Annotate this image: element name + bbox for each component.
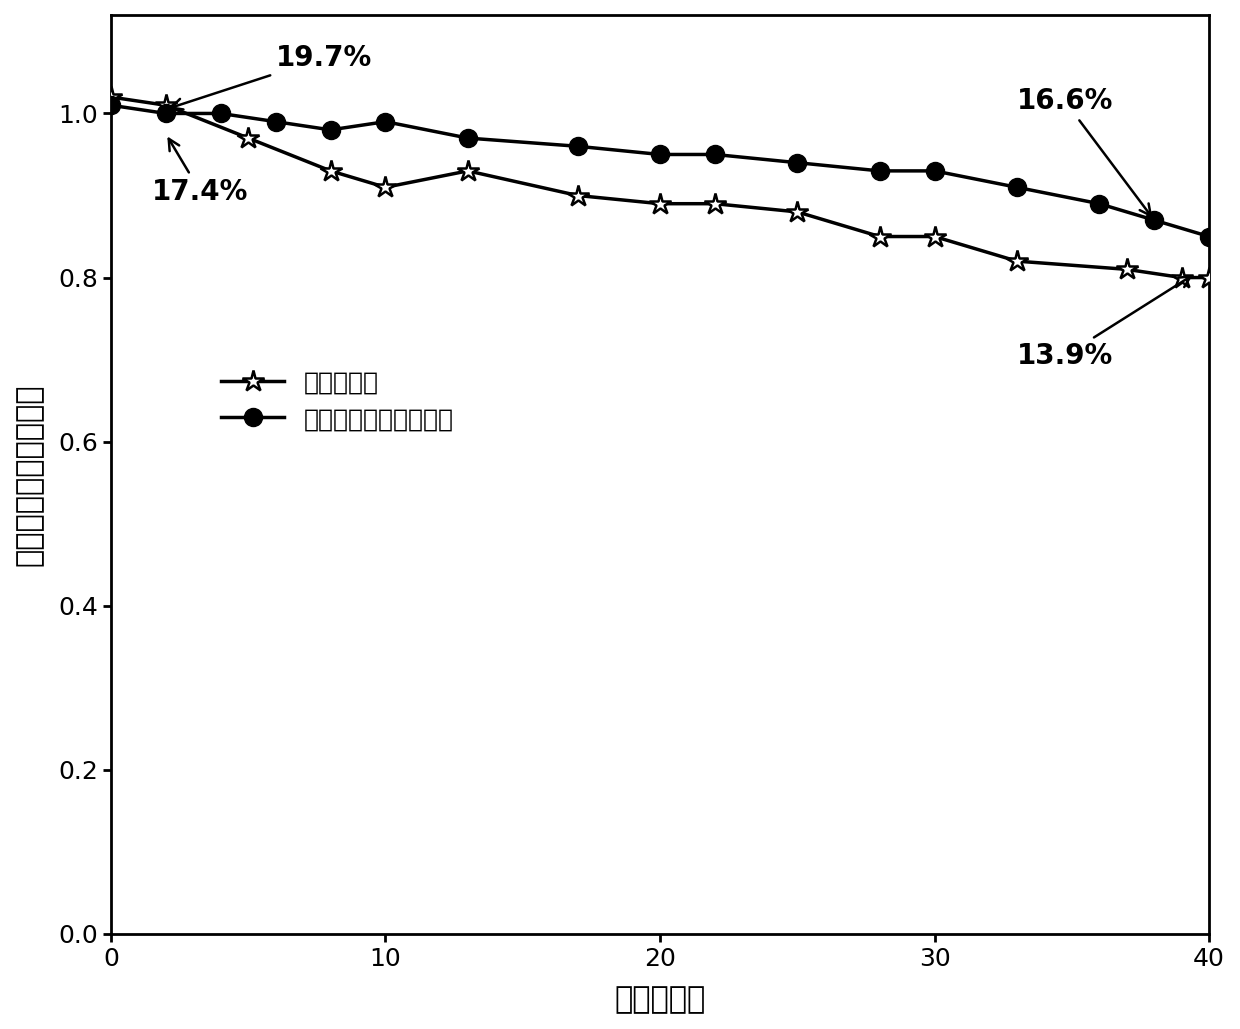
紫外臭氧处理的氧化镁 bbox=[268, 115, 283, 128]
Line: 原始氧化镁: 原始氧化镁 bbox=[100, 86, 1220, 289]
原始氧化镁 bbox=[1009, 255, 1024, 268]
Text: 13.9%: 13.9% bbox=[1017, 277, 1190, 369]
原始氧化镁 bbox=[378, 181, 393, 193]
紫外臭氧处理的氧化镁 bbox=[1091, 198, 1106, 210]
紫外臭氧处理的氧化镁 bbox=[324, 123, 339, 136]
原始氧化镁 bbox=[159, 99, 174, 111]
Text: 17.4%: 17.4% bbox=[153, 139, 248, 206]
原始氧化镁 bbox=[1174, 272, 1189, 284]
Line: 紫外臭氧处理的氧化镁: 紫外臭氧处理的氧化镁 bbox=[102, 97, 1218, 246]
Text: 16.6%: 16.6% bbox=[1017, 87, 1151, 216]
紫外臭氧处理的氧化镁 bbox=[460, 132, 475, 144]
紫外臭氧处理的氧化镁 bbox=[1202, 230, 1216, 243]
紫外臭氧处理的氧化镁 bbox=[872, 165, 887, 177]
Y-axis label: 归一化的光电转换效率: 归一化的光电转换效率 bbox=[15, 383, 43, 566]
紫外臭氧处理的氧化镁 bbox=[159, 107, 174, 119]
原始氧化镁 bbox=[570, 189, 585, 202]
原始氧化镁 bbox=[1120, 263, 1135, 276]
原始氧化镁 bbox=[103, 91, 118, 103]
紫外臭氧处理的氧化镁 bbox=[708, 148, 723, 161]
原始氧化镁 bbox=[790, 206, 805, 218]
原始氧化镁 bbox=[708, 198, 723, 210]
Text: 19.7%: 19.7% bbox=[171, 44, 372, 109]
原始氧化镁 bbox=[324, 165, 339, 177]
紫外臭氧处理的氧化镁 bbox=[652, 148, 667, 161]
原始氧化镁 bbox=[652, 198, 667, 210]
紫外臭氧处理的氧化镁 bbox=[570, 140, 585, 152]
紫外臭氧处理的氧化镁 bbox=[103, 99, 118, 111]
原始氧化镁 bbox=[928, 230, 942, 243]
原始氧化镁 bbox=[1202, 272, 1216, 284]
Legend: 原始氧化镁, 紫外臭氧处理的氧化镁: 原始氧化镁, 紫外臭氧处理的氧化镁 bbox=[211, 361, 464, 441]
原始氧化镁 bbox=[241, 132, 255, 144]
紫外臭氧处理的氧化镁 bbox=[1147, 214, 1162, 226]
紫外臭氧处理的氧化镁 bbox=[378, 115, 393, 128]
紫外臭氧处理的氧化镁 bbox=[790, 156, 805, 169]
紫外臭氧处理的氧化镁 bbox=[928, 165, 942, 177]
原始氧化镁 bbox=[872, 230, 887, 243]
原始氧化镁 bbox=[460, 165, 475, 177]
紫外臭氧处理的氧化镁 bbox=[1009, 181, 1024, 193]
紫外臭氧处理的氧化镁 bbox=[213, 107, 228, 119]
X-axis label: 时间（天）: 时间（天） bbox=[614, 985, 706, 1014]
